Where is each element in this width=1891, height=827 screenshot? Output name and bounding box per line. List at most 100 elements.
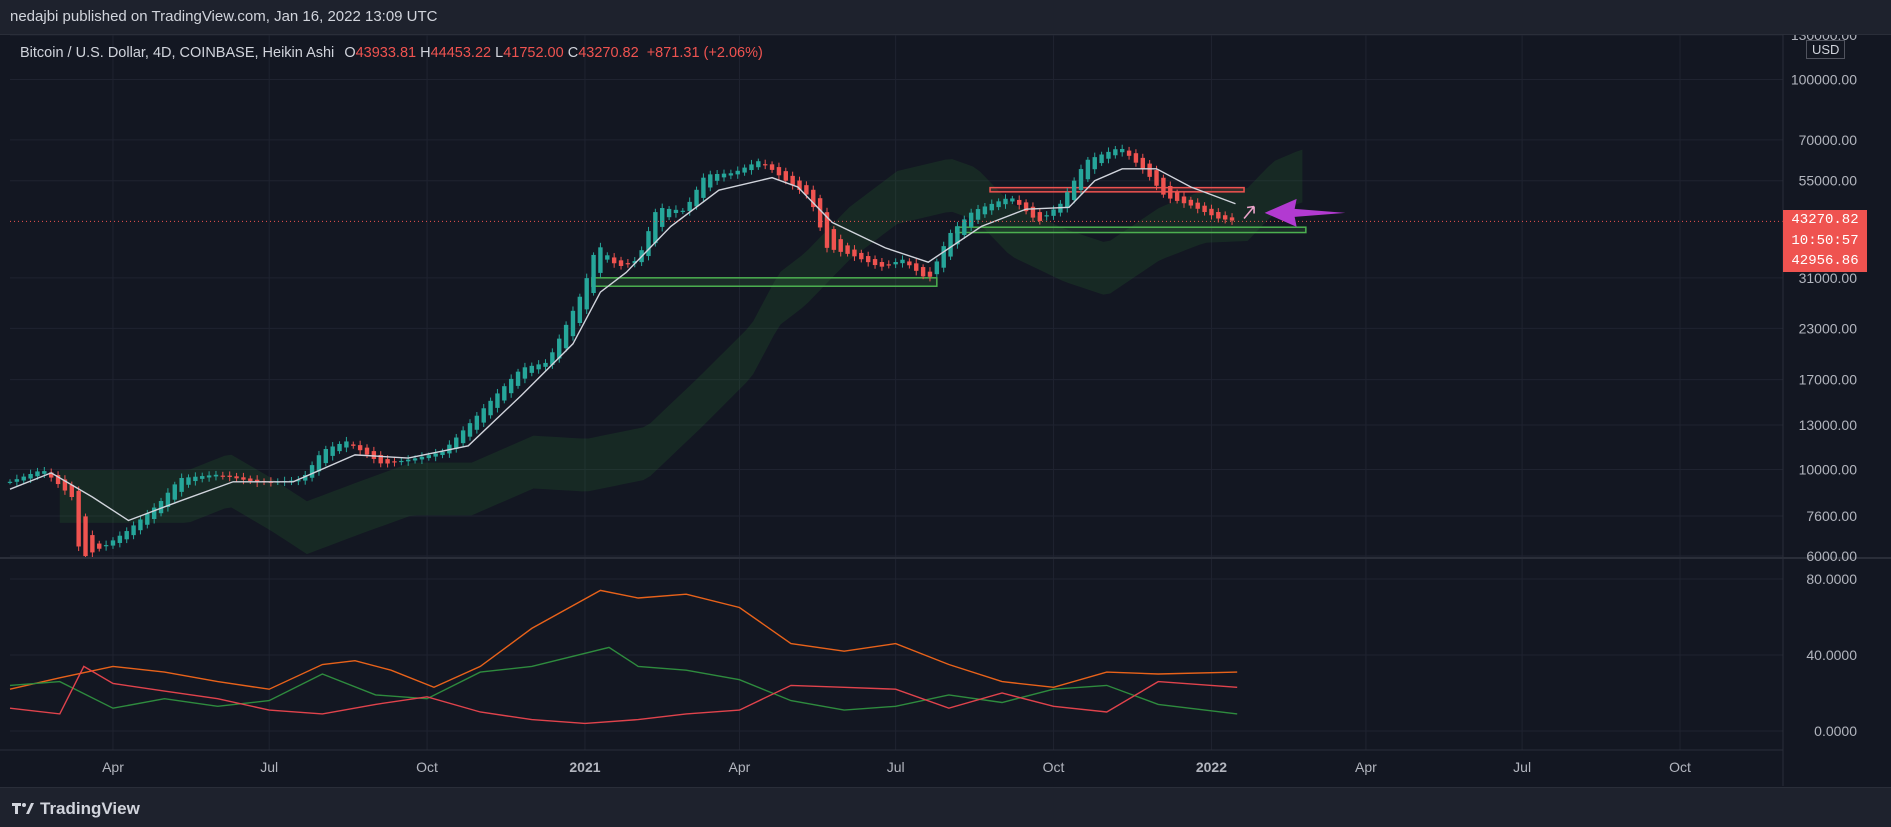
candle-body bbox=[811, 189, 816, 208]
candle-body bbox=[721, 173, 727, 178]
time-tick-label: Jul bbox=[887, 759, 905, 775]
currency-label[interactable]: USD bbox=[1806, 40, 1846, 59]
candle-body bbox=[7, 481, 13, 483]
candle-body bbox=[666, 208, 672, 218]
candle-body bbox=[1120, 148, 1125, 153]
candle-body bbox=[934, 261, 940, 275]
symbol-title[interactable]: Bitcoin / U.S. Dollar, 4D, COINBASE, Hei… bbox=[20, 45, 335, 61]
candle-body bbox=[962, 219, 967, 236]
candle-body bbox=[1030, 206, 1036, 218]
candle-body bbox=[103, 545, 109, 547]
time-tick-label: Apr bbox=[729, 759, 751, 775]
time-tick-label: Oct bbox=[1043, 759, 1065, 775]
ichimoku-cloud bbox=[59, 149, 1303, 555]
di_plus-line bbox=[9, 646, 1238, 715]
candle-body bbox=[254, 479, 260, 483]
tradingview-logo[interactable]: TradingView bbox=[12, 799, 140, 819]
cloud-band bbox=[59, 149, 1303, 555]
candle-body bbox=[1174, 192, 1180, 201]
candle-body bbox=[193, 476, 198, 482]
time-tick-label: Oct bbox=[1669, 759, 1691, 775]
candle-body bbox=[886, 264, 891, 266]
candle-body bbox=[76, 490, 81, 547]
candle-body bbox=[831, 229, 837, 250]
candle-body bbox=[1133, 153, 1139, 163]
candle-body bbox=[392, 461, 397, 463]
candle-body bbox=[859, 252, 864, 260]
candle-body bbox=[817, 198, 823, 228]
candle-body bbox=[824, 212, 830, 248]
small-up-arrow bbox=[1243, 205, 1255, 220]
close-value: 43270.82 bbox=[578, 45, 639, 61]
price-tick-label: 31000.00 bbox=[1799, 270, 1858, 286]
symbol-legend[interactable]: Bitcoin / U.S. Dollar, 4D, COINBASE, Hei… bbox=[20, 45, 763, 61]
candle-body bbox=[872, 259, 878, 266]
candle-body bbox=[467, 423, 473, 437]
candles bbox=[7, 144, 1235, 559]
indicator-tick-label: 40.0000 bbox=[1806, 647, 1857, 663]
candle-body bbox=[1003, 198, 1008, 205]
candle-body bbox=[852, 249, 857, 257]
candle-body bbox=[234, 476, 239, 479]
candle-body bbox=[1188, 199, 1194, 206]
annotations bbox=[1243, 198, 1346, 227]
candle-body bbox=[687, 201, 692, 212]
price-tick-label: 10000.00 bbox=[1799, 461, 1858, 477]
candle-body bbox=[914, 263, 919, 271]
candle-body bbox=[838, 239, 843, 252]
candle-body bbox=[227, 475, 232, 477]
tradingview-brand: TradingView bbox=[40, 799, 140, 818]
candle-body bbox=[412, 458, 418, 461]
footer-bar: TradingView bbox=[0, 787, 1891, 827]
resistance-zone bbox=[989, 186, 1245, 193]
candle-body bbox=[200, 476, 205, 479]
candle-body bbox=[21, 476, 26, 481]
candle-body bbox=[680, 210, 686, 212]
candle-body bbox=[357, 445, 363, 451]
candle-body bbox=[742, 167, 747, 173]
open-value: 43933.81 bbox=[355, 45, 417, 61]
candle-body bbox=[371, 451, 377, 459]
candle-body bbox=[385, 459, 390, 464]
open-label: O bbox=[344, 45, 356, 61]
candle-body bbox=[632, 260, 637, 264]
candle-body bbox=[124, 531, 129, 540]
candle-body bbox=[35, 471, 40, 477]
moving-average-line bbox=[9, 168, 1236, 522]
candle-body bbox=[131, 525, 136, 536]
time-tick-label: Oct bbox=[416, 759, 438, 775]
candle-body bbox=[206, 475, 212, 478]
candle-body bbox=[941, 246, 946, 268]
candle-body bbox=[481, 408, 486, 423]
candle-body bbox=[62, 479, 68, 491]
close-label: C bbox=[567, 45, 579, 61]
candle-body bbox=[701, 177, 706, 198]
candle-body bbox=[948, 232, 953, 257]
support-zone bbox=[954, 226, 1307, 234]
candle-body bbox=[330, 446, 335, 456]
candle-body bbox=[625, 263, 631, 265]
candle-body bbox=[1168, 185, 1173, 199]
candle-body bbox=[426, 455, 431, 459]
candle-body bbox=[1126, 150, 1132, 156]
candle-body bbox=[440, 451, 445, 456]
candle-body bbox=[557, 338, 562, 359]
candle-body bbox=[508, 378, 514, 394]
candle-body bbox=[536, 364, 541, 370]
candle-body bbox=[577, 296, 583, 324]
candle-body bbox=[495, 393, 500, 408]
candle-body bbox=[460, 430, 466, 444]
candle-body bbox=[618, 260, 624, 266]
candle-body bbox=[515, 371, 521, 386]
price-tick-label: 100000.00 bbox=[1791, 71, 1857, 87]
candle-body bbox=[151, 507, 157, 520]
candle-body bbox=[323, 449, 329, 464]
candle-body bbox=[241, 477, 246, 480]
candle-body bbox=[378, 454, 383, 464]
time-tick-label: Jul bbox=[1513, 759, 1531, 775]
candle-body bbox=[584, 278, 589, 310]
candle-body bbox=[1154, 170, 1159, 186]
candle-body bbox=[55, 474, 61, 485]
prev-price-badge: 42956.86 bbox=[1783, 251, 1867, 272]
